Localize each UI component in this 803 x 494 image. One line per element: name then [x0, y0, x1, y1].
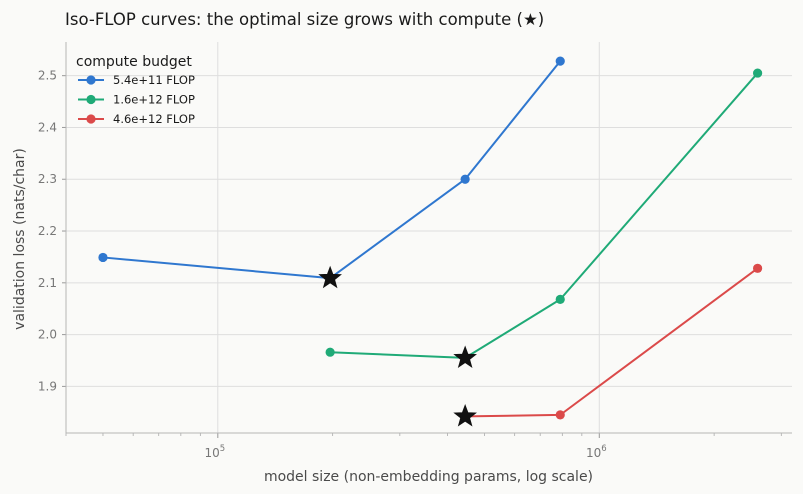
- data-point: [460, 174, 470, 184]
- y-tick-label: 2.3: [38, 172, 57, 186]
- data-point: [325, 347, 335, 357]
- optimum-star-icon: [453, 403, 477, 427]
- data-point: [752, 68, 763, 78]
- chart-title: Iso-FLOP curves: the optimal size grows …: [65, 10, 544, 29]
- optimum-star-icon: [453, 345, 477, 368]
- legend-swatch-marker: [86, 75, 96, 85]
- y-tick-label: 2.1: [38, 276, 57, 290]
- y-tick-label: 2.2: [38, 224, 57, 238]
- legend-item-label: 4.6e+12 FLOP: [113, 112, 195, 126]
- data-point: [98, 252, 108, 263]
- legend-item-label: 5.4e+11 FLOP: [113, 73, 195, 87]
- x-axis-label: model size (non-embedding params, log sc…: [264, 469, 593, 485]
- legend-swatch-marker: [86, 114, 96, 124]
- series-line: [102, 60, 562, 280]
- x-tick-label: 106: [586, 444, 607, 460]
- optimum-star-icon: [318, 265, 342, 289]
- axes: 1.9 2.0 2.1 2.2 2.3 2.4 2.5 105 106: [38, 42, 792, 460]
- x-tick-label: 105: [204, 444, 225, 460]
- data-point: [752, 263, 763, 273]
- plot-area: [98, 56, 763, 427]
- grid: [66, 42, 792, 433]
- y-tick-label: 1.9: [38, 379, 57, 393]
- y-tick-label: 2.4: [38, 120, 57, 134]
- y-tick-label: 2.5: [38, 69, 57, 83]
- legend-swatch-marker: [86, 94, 96, 105]
- legend-title: compute budget: [76, 54, 192, 70]
- data-point: [555, 294, 565, 304]
- legend: compute budget 5.4e+11 FLOP 1.6e+12 FLOP 4.…: [76, 54, 195, 126]
- y-tick-label: 2.0: [38, 328, 57, 342]
- data-point: [555, 410, 565, 420]
- y-axis-label: validation loss (nats/char): [12, 148, 28, 330]
- legend-item-label: 1.6e+12 FLOP: [113, 93, 195, 107]
- series-line: [330, 72, 759, 359]
- data-point: [555, 56, 565, 66]
- series-line: [465, 267, 759, 418]
